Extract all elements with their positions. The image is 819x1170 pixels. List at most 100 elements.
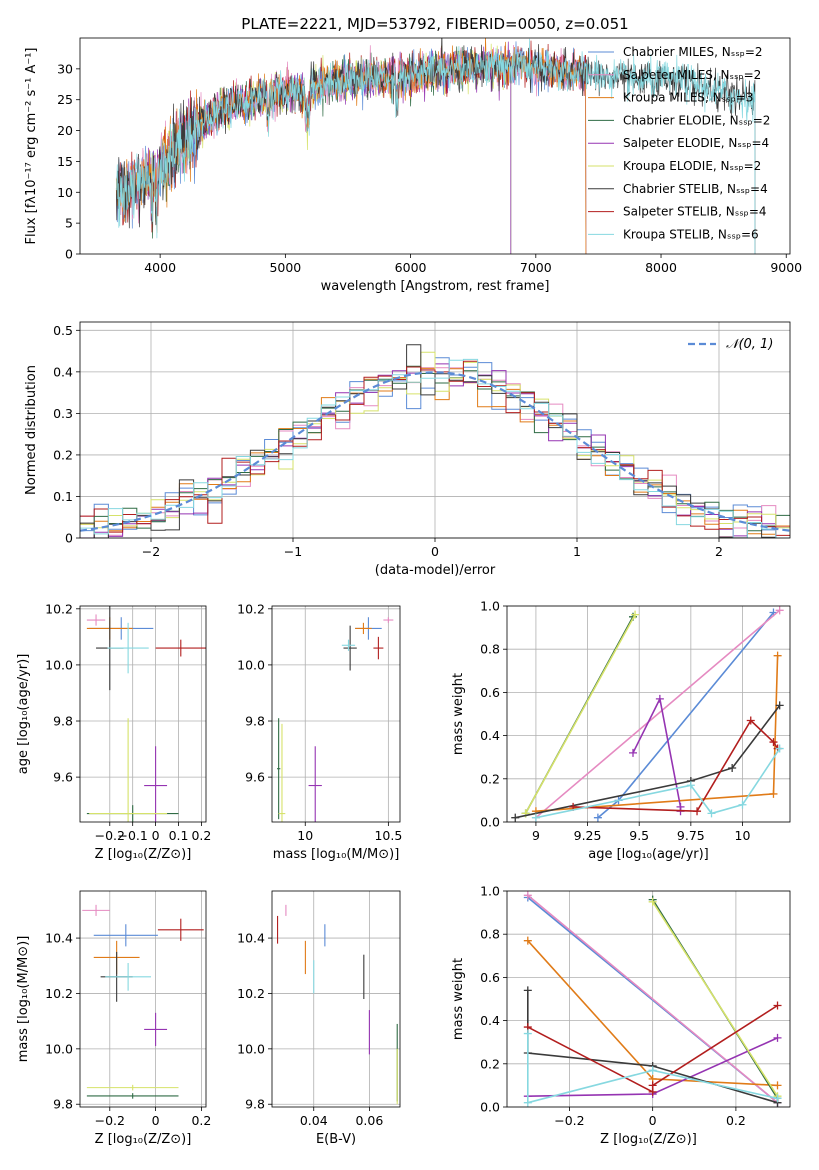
y-tick-label: 10.2	[237, 601, 265, 616]
x-axis-label: mass [log₁₀(M/M⊙)]	[273, 847, 400, 862]
series-marker	[686, 781, 695, 790]
x-tick-label: 7000	[520, 260, 552, 275]
y-tick-label: 0.0	[480, 815, 500, 830]
axes-spectrum: 4000 5000 6000 7000 8000 9000 0 5 10 15 20 25 30 wave…	[24, 37, 802, 294]
y-tick-label: 0.8	[480, 642, 500, 657]
legend-label: Chabrier ELODIE, Nₛₛₚ=2	[623, 113, 770, 127]
x-tick-label: −2	[142, 544, 160, 559]
series-marker	[773, 1001, 782, 1010]
series-marker	[523, 936, 532, 945]
x-tick-label: 6000	[395, 260, 427, 275]
x-tick-label: 10	[735, 828, 751, 843]
y-tick-label: 0.8	[480, 927, 500, 942]
x-tick-label: 0.04	[300, 1113, 328, 1128]
axes-frame	[79, 605, 207, 823]
series-line	[527, 894, 779, 1104]
x-tick-label: 0.2	[191, 828, 211, 843]
x-axis-label: age [log₁₀(age/yr)]	[588, 847, 709, 862]
y-tick-label: 0.2	[53, 447, 73, 462]
y-axis-label: mass weight	[451, 673, 466, 755]
axes-mass-vs-Z: −0.2 0 0.2 9.8 10.0 10.2 10.4 Z [log₁₀(Z/Z⊙)] ma…	[16, 890, 211, 1147]
x-tick-label: −0.2	[95, 828, 125, 843]
x-axis-label: (data-model)/error	[375, 563, 496, 578]
histogram-step	[80, 358, 790, 538]
series-marker	[746, 716, 755, 725]
y-tick-label: 10.0	[45, 1041, 73, 1056]
axes-age-vs-mass: 10 10.5 9.6 9.8 10.0 10.2 mass [log₁₀(M/M⊙)]	[237, 601, 402, 862]
series-marker	[775, 744, 784, 753]
y-axis-label: Normed distribution	[24, 365, 39, 495]
x-tick-label: 0	[649, 1113, 657, 1128]
series-marker	[769, 738, 778, 747]
x-tick-label: 9.5	[629, 828, 649, 843]
series-marker	[648, 1081, 657, 1090]
y-tick-label: 10.2	[45, 601, 73, 616]
series-marker	[523, 891, 532, 900]
axes-frame	[271, 605, 401, 823]
y-tick-label: 0.6	[480, 685, 500, 700]
x-tick-label: 9	[532, 828, 540, 843]
series-marker	[648, 1066, 657, 1075]
y-tick-label: 0.3	[53, 406, 73, 421]
series-line	[535, 609, 781, 819]
legend-label: Kroupa ELODIE, Nₛₛₚ=2	[623, 159, 761, 173]
series-line	[515, 704, 781, 819]
series-line	[652, 901, 779, 1097]
plot-area	[511, 606, 784, 822]
x-tick-label: 0.06	[355, 1113, 383, 1128]
y-tick-label: 10.0	[45, 657, 73, 672]
series-marker	[523, 1098, 532, 1107]
x-tick-label: 9000	[770, 260, 802, 275]
series-marker	[775, 606, 784, 615]
series-line	[524, 614, 636, 814]
axes-frame	[506, 605, 791, 823]
x-axis-label: E(B-V)	[316, 1132, 356, 1147]
x-tick-label: 0	[152, 1113, 160, 1128]
series-marker	[773, 1033, 782, 1042]
x-tick-label: −0.1	[118, 828, 148, 843]
y-axis-label: mass weight	[451, 958, 466, 1040]
x-tick-label: −0.2	[95, 1113, 125, 1128]
x-tick-label: 8000	[645, 260, 677, 275]
y-axis-label: Flux [fλ10⁻¹⁷ erg cm⁻² s⁻¹ A⁻¹]	[24, 48, 39, 245]
y-tick-label: 1.0	[480, 599, 500, 614]
axes-age-vs-Z: −0.2−0.1 0 0.1 0.2 9.6 9.8 10.0 10.2 Z [log₁₀(Z/…	[16, 601, 211, 862]
series-marker	[769, 789, 778, 798]
y-tick-label: 10.4	[45, 931, 73, 946]
y-tick-label: 9.6	[53, 770, 73, 785]
axes-mass-weight-vs-age: 9 9.25 9.5 9.75 10 0.0 0.2 0.4 0.6 0.8 1.0 age [log…	[451, 599, 791, 862]
y-tick-label: 15	[57, 154, 73, 169]
series-marker	[738, 800, 747, 809]
y-tick-label: 20	[57, 123, 73, 138]
y-axis-label: age [log₁₀(age/yr)]	[16, 654, 31, 775]
series-marker	[593, 813, 602, 822]
x-tick-label: 0.2	[191, 1113, 211, 1128]
y-tick-label: 10.0	[237, 1041, 265, 1056]
y-tick-label: 9.8	[53, 714, 73, 729]
plot-area	[523, 891, 782, 1107]
legend-label: Salpeter MILES, Nₛₛₚ=2	[623, 68, 761, 82]
x-tick-label: 0.1	[169, 828, 189, 843]
y-tick-label: 10.2	[237, 986, 265, 1001]
axes-frame	[79, 37, 791, 255]
x-tick-label: 1	[573, 544, 581, 559]
x-tick-label: 4000	[144, 260, 176, 275]
legend: 𝒩(0, 1)	[688, 337, 773, 352]
histogram-step	[80, 344, 790, 538]
series-line	[527, 1033, 778, 1104]
legend-label: Kroupa MILES, Nₛₛₚ=3	[623, 91, 753, 105]
chart-title: PLATE=2221, MJD=53792, FIBERID=0050, z=0…	[241, 15, 628, 33]
y-tick-label: 0.1	[53, 489, 73, 504]
axes-mass-vs-EBV: 0.04 0.06 9.8 10.0 10.2 10.4 E(B-V)	[237, 890, 401, 1147]
plot-area	[80, 344, 790, 538]
y-tick-label: 0.5	[53, 323, 73, 338]
y-tick-label: 0	[65, 531, 73, 546]
normal-curve	[80, 371, 790, 532]
plot-area	[82, 904, 204, 1099]
y-tick-label: 0.4	[480, 728, 500, 743]
x-tick-label: 9.75	[677, 828, 705, 843]
legend-label: Chabrier STELIB, Nₛₛₚ=4	[623, 182, 768, 196]
y-tick-label: 0.2	[480, 771, 500, 786]
y-tick-label: 10.2	[45, 986, 73, 1001]
